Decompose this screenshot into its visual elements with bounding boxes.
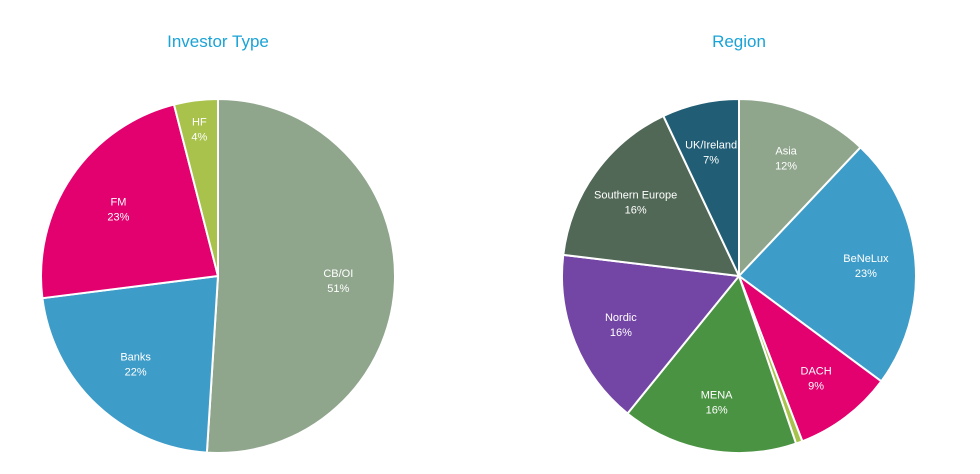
region-slice-nordic (561, 253, 740, 415)
region-label-mena: MENA 16% (701, 389, 733, 416)
region-label-dach: DACH 9% (801, 365, 832, 392)
investor-slice-cb-oi (205, 98, 396, 454)
region-slice-dach (738, 275, 883, 443)
investor-type-chart-title: Investor Type (167, 32, 269, 51)
region-label-southern-europe: Southern Europe 16% (594, 189, 677, 216)
region-label-asia: Asia 12% (775, 146, 798, 173)
investor-label-fm: FM 23% (107, 196, 129, 223)
investor-slice-banks (41, 275, 219, 454)
region-label-uk-ireland: UK/Ireland 7% (685, 140, 737, 167)
region-pie: Asia 12% BeNeLux 23% DACH 9% MENA 16% Nordic 16% S… (561, 98, 917, 454)
region-chart-title: Region (712, 32, 766, 51)
region-slice-benelux (738, 146, 917, 383)
region-label-benelux: BeNeLux 23% (843, 253, 889, 280)
investor-label-cb-oi: CB/OI 51% (323, 268, 353, 295)
region-slice-asia (738, 98, 862, 277)
investor-label-hf: HF 4% (191, 116, 207, 143)
region-slice-southern-europe (562, 114, 740, 277)
investor-pie: CB/OI 51% Banks 22% FM 23% HF 4% (40, 98, 396, 454)
region-label-nordic: Nordic 16% (605, 312, 637, 339)
investor-slice-fm (40, 103, 219, 300)
investor-label-banks: Banks 22% (120, 352, 151, 379)
region-slice-uk-ireland (662, 98, 740, 277)
investor-slice-hf (172, 98, 219, 277)
region-slice-mena (626, 275, 798, 454)
